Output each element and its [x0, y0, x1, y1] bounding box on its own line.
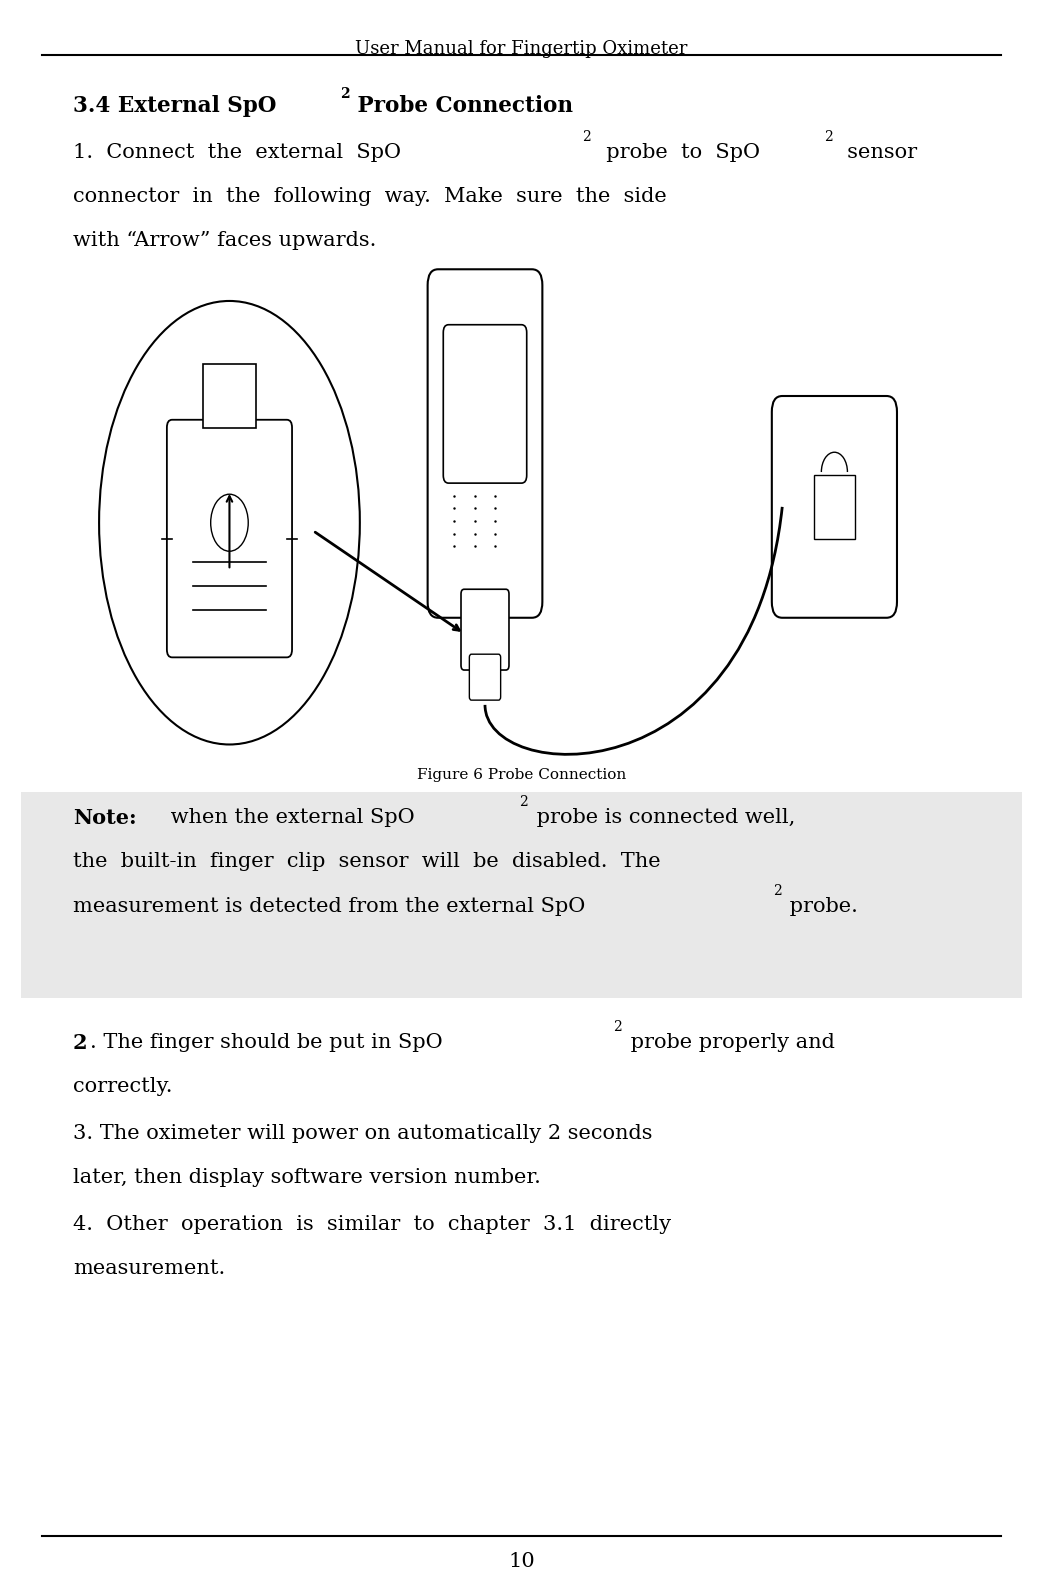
Text: the  built-in  finger  clip  sensor  will  be  disabled.  The: the built-in finger clip sensor will be …: [73, 852, 660, 871]
Text: Figure 6 Probe Connection: Figure 6 Probe Connection: [417, 768, 626, 782]
Text: User Manual for Fingertip Oximeter: User Manual for Fingertip Oximeter: [356, 40, 687, 57]
Text: 2: 2: [519, 795, 528, 809]
Text: 10: 10: [508, 1552, 535, 1571]
FancyBboxPatch shape: [428, 269, 542, 618]
Text: later, then display software version number.: later, then display software version num…: [73, 1167, 541, 1186]
Text: probe.: probe.: [783, 897, 858, 916]
FancyBboxPatch shape: [772, 396, 897, 618]
Text: with “Arrow” faces upwards.: with “Arrow” faces upwards.: [73, 231, 377, 250]
FancyBboxPatch shape: [167, 420, 292, 657]
Text: 2: 2: [613, 1020, 622, 1034]
Ellipse shape: [99, 301, 360, 744]
Text: measurement is detected from the external SpO: measurement is detected from the externa…: [73, 897, 585, 916]
Text: connector  in  the  following  way.  Make  sure  the  side: connector in the following way. Make sur…: [73, 187, 666, 206]
FancyBboxPatch shape: [443, 325, 527, 483]
Text: . The finger should be put in SpO: . The finger should be put in SpO: [90, 1033, 442, 1052]
Bar: [203, 364, 256, 428]
Text: 2: 2: [582, 130, 590, 144]
Text: 2: 2: [773, 884, 781, 898]
Bar: [814, 475, 855, 539]
Text: 2: 2: [340, 87, 349, 101]
Text: probe properly and: probe properly and: [624, 1033, 834, 1052]
Text: 4.  Other  operation  is  similar  to  chapter  3.1  directly: 4. Other operation is similar to chapter…: [73, 1215, 671, 1234]
Text: probe  to  SpO: probe to SpO: [593, 143, 760, 162]
Text: Probe Connection: Probe Connection: [350, 95, 574, 117]
Text: 3.4 External SpO: 3.4 External SpO: [73, 95, 276, 117]
FancyBboxPatch shape: [461, 589, 509, 670]
Text: probe is connected well,: probe is connected well,: [530, 808, 795, 827]
Text: measurement.: measurement.: [73, 1259, 225, 1278]
Circle shape: [211, 494, 248, 551]
Text: correctly.: correctly.: [73, 1077, 172, 1096]
FancyBboxPatch shape: [469, 654, 501, 700]
FancyBboxPatch shape: [21, 792, 1022, 998]
Text: when the external SpO: when the external SpO: [164, 808, 414, 827]
Text: 2: 2: [73, 1033, 88, 1053]
Text: 3. The oximeter will power on automatically 2 seconds: 3. The oximeter will power on automatica…: [73, 1123, 653, 1142]
Text: Note:: Note:: [73, 808, 137, 828]
Text: sensor: sensor: [834, 143, 918, 162]
Text: 2: 2: [824, 130, 832, 144]
Text: 1.  Connect  the  external  SpO: 1. Connect the external SpO: [73, 143, 401, 162]
